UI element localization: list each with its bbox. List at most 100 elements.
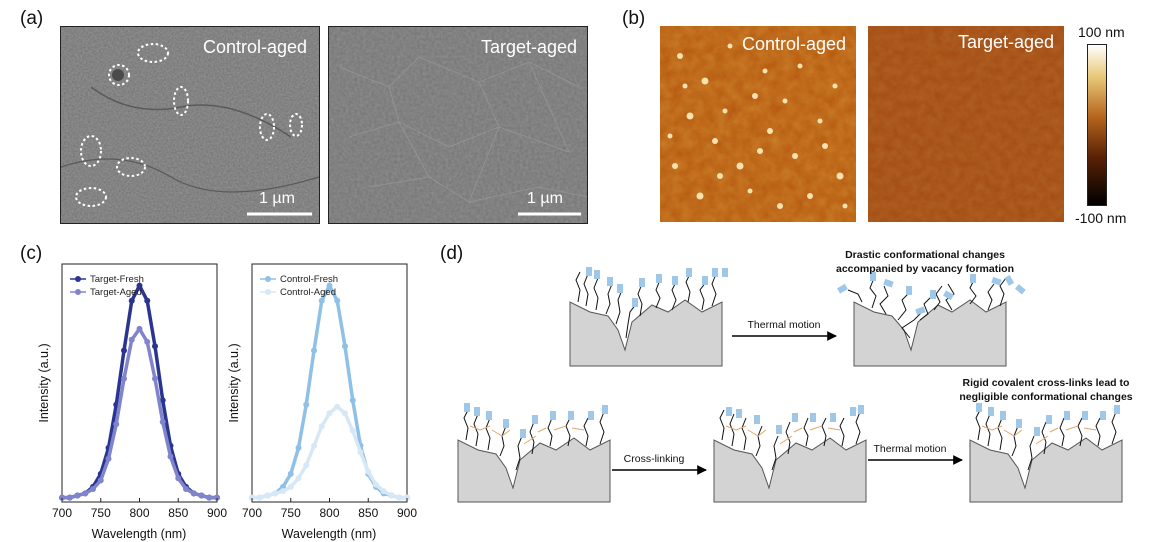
legend-target-fresh: Target-Fresh xyxy=(90,274,144,285)
sem-title-control: Control-aged xyxy=(203,37,308,57)
x-tick-label: 850 xyxy=(358,506,378,520)
data-point-control-aged-740 xyxy=(280,488,286,495)
afm-texture-target xyxy=(868,26,1064,222)
chart-left-ticks: 700 750 800 850 900 xyxy=(52,498,227,520)
chart-right-xlabel: Wavelength (nm) xyxy=(282,527,377,541)
data-point-control-aged-830 xyxy=(349,427,356,434)
chart-right-series xyxy=(249,281,410,501)
data-point-control-aged-720 xyxy=(264,492,271,499)
data-point-control-fresh-750 xyxy=(287,470,294,477)
chart-right-ylabel: Intensity (a.u.) xyxy=(227,343,241,422)
sem-image-control-aged: Control-aged 1 µm xyxy=(60,26,320,224)
series-line-target-aged xyxy=(62,325,217,500)
data-point-control-aged-870 xyxy=(380,488,387,495)
data-point-target-aged-720 xyxy=(74,492,81,499)
bottom-caption-line-1: Rigid covalent cross-links lead to xyxy=(963,377,1130,389)
data-point-control-aged-710 xyxy=(256,494,263,501)
substrate-bottom-right xyxy=(969,403,1123,503)
arrow-label-crosslinking: Cross-linking xyxy=(624,453,685,465)
series-line-control-fresh xyxy=(252,281,407,500)
data-point-target-fresh-810 xyxy=(144,297,151,304)
data-point-target-aged-760 xyxy=(105,455,112,462)
sem-scale-label-target: 1 µm xyxy=(527,190,563,207)
x-tick-label: 900 xyxy=(397,506,417,520)
data-point-target-aged-890 xyxy=(206,494,213,501)
bottom-caption-line-2: negligible conformational changes xyxy=(959,391,1132,403)
data-point-control-aged-890 xyxy=(396,494,403,501)
panel-c-charts: 700 750 800 850 900 700 750 800 850 900 Target-F… xyxy=(37,263,417,541)
data-point-control-aged-860 xyxy=(373,481,379,488)
data-point-control-aged-790 xyxy=(318,423,325,430)
data-point-target-fresh-780 xyxy=(121,347,127,354)
panel-d-schematic: Thermal motion Drastic conformational xyxy=(457,250,1133,503)
legend-control-aged: Control-Aged xyxy=(280,287,336,298)
panel-a-label: (a) xyxy=(20,8,44,29)
data-point-target-aged-740 xyxy=(90,486,96,493)
substrate-top-right xyxy=(837,272,1026,367)
chart-left-xlabel: Wavelength (nm) xyxy=(92,527,187,541)
x-tick-label: 700 xyxy=(242,506,262,520)
data-point-target-fresh-820 xyxy=(152,343,158,350)
data-point-target-aged-860 xyxy=(183,486,189,493)
chart-left-ylabel: Intensity (a.u.) xyxy=(37,343,51,422)
series-line-control-aged xyxy=(252,404,407,500)
data-point-control-aged-780 xyxy=(311,442,317,449)
data-point-target-aged-840 xyxy=(167,453,174,460)
data-point-control-fresh-790 xyxy=(318,297,325,304)
data-point-control-fresh-810 xyxy=(334,297,341,304)
afm-texture-control xyxy=(660,26,856,222)
data-point-target-aged-790 xyxy=(128,336,135,343)
data-point-target-aged-870 xyxy=(190,490,197,497)
sem-texture-target xyxy=(329,27,587,223)
x-tick-label: 800 xyxy=(319,506,339,520)
sem-texture-control xyxy=(61,27,319,223)
defect-circles xyxy=(75,43,303,207)
panel-b-label: (b) xyxy=(622,8,646,29)
afm-image-control-aged: Control-aged xyxy=(660,26,856,222)
data-point-control-fresh-800 xyxy=(326,282,333,289)
data-point-control-aged-730 xyxy=(272,490,279,497)
data-point-target-aged-700 xyxy=(59,494,65,501)
data-point-target-aged-730 xyxy=(82,490,89,497)
data-point-control-aged-850 xyxy=(365,468,372,475)
data-point-target-aged-900 xyxy=(214,494,220,501)
chart-right-frame xyxy=(251,263,408,503)
data-point-target-aged-820 xyxy=(152,375,158,382)
chart-left-frame xyxy=(61,263,218,503)
substrate-top-left xyxy=(569,267,728,367)
data-point-target-fresh-830 xyxy=(159,397,166,404)
legend-control-fresh: Control-Fresh xyxy=(280,274,338,285)
data-point-control-fresh-780 xyxy=(311,347,317,354)
data-point-control-aged-810 xyxy=(334,403,341,410)
data-point-target-aged-710 xyxy=(66,494,73,501)
sem-image-target-aged: Target-aged 1 µm xyxy=(328,26,588,224)
data-point-target-aged-770 xyxy=(113,421,120,428)
data-point-control-aged-760 xyxy=(295,475,302,482)
substrate-bottom-middle xyxy=(713,405,867,503)
chart-left-legend: Target-Fresh Target-Aged xyxy=(70,274,144,298)
data-point-target-aged-880 xyxy=(198,492,205,499)
series-line-target-fresh xyxy=(62,281,217,500)
x-tick-label: 700 xyxy=(52,506,72,520)
legend-target-aged: Target-Aged xyxy=(90,287,142,298)
afm-image-target-aged: Target-aged xyxy=(868,26,1064,222)
data-point-target-fresh-790 xyxy=(128,297,135,304)
colorbar-top-label: 100 nm xyxy=(1078,24,1125,40)
colorbar xyxy=(1087,44,1107,206)
afm-grains xyxy=(667,43,848,209)
data-point-control-fresh-770 xyxy=(303,401,310,408)
arrow-label-thermal-top: Thermal motion xyxy=(748,319,821,331)
sem-scale-label-control: 1 µm xyxy=(259,190,295,207)
afm-title-target: Target-aged xyxy=(958,32,1055,52)
data-point-control-aged-880 xyxy=(388,492,395,499)
data-point-target-aged-780 xyxy=(121,375,127,382)
chart-right-ticks: 700 750 800 850 900 xyxy=(242,498,417,520)
data-point-target-aged-810 xyxy=(144,338,151,345)
top-caption-line-1: Drastic conformational changes xyxy=(845,250,1005,261)
data-point-control-aged-840 xyxy=(357,449,364,456)
data-point-control-aged-750 xyxy=(287,483,294,490)
data-point-target-aged-750 xyxy=(97,477,104,484)
chart-left-series xyxy=(59,281,220,501)
x-tick-label: 800 xyxy=(129,506,149,520)
data-point-control-aged-800 xyxy=(326,410,333,417)
